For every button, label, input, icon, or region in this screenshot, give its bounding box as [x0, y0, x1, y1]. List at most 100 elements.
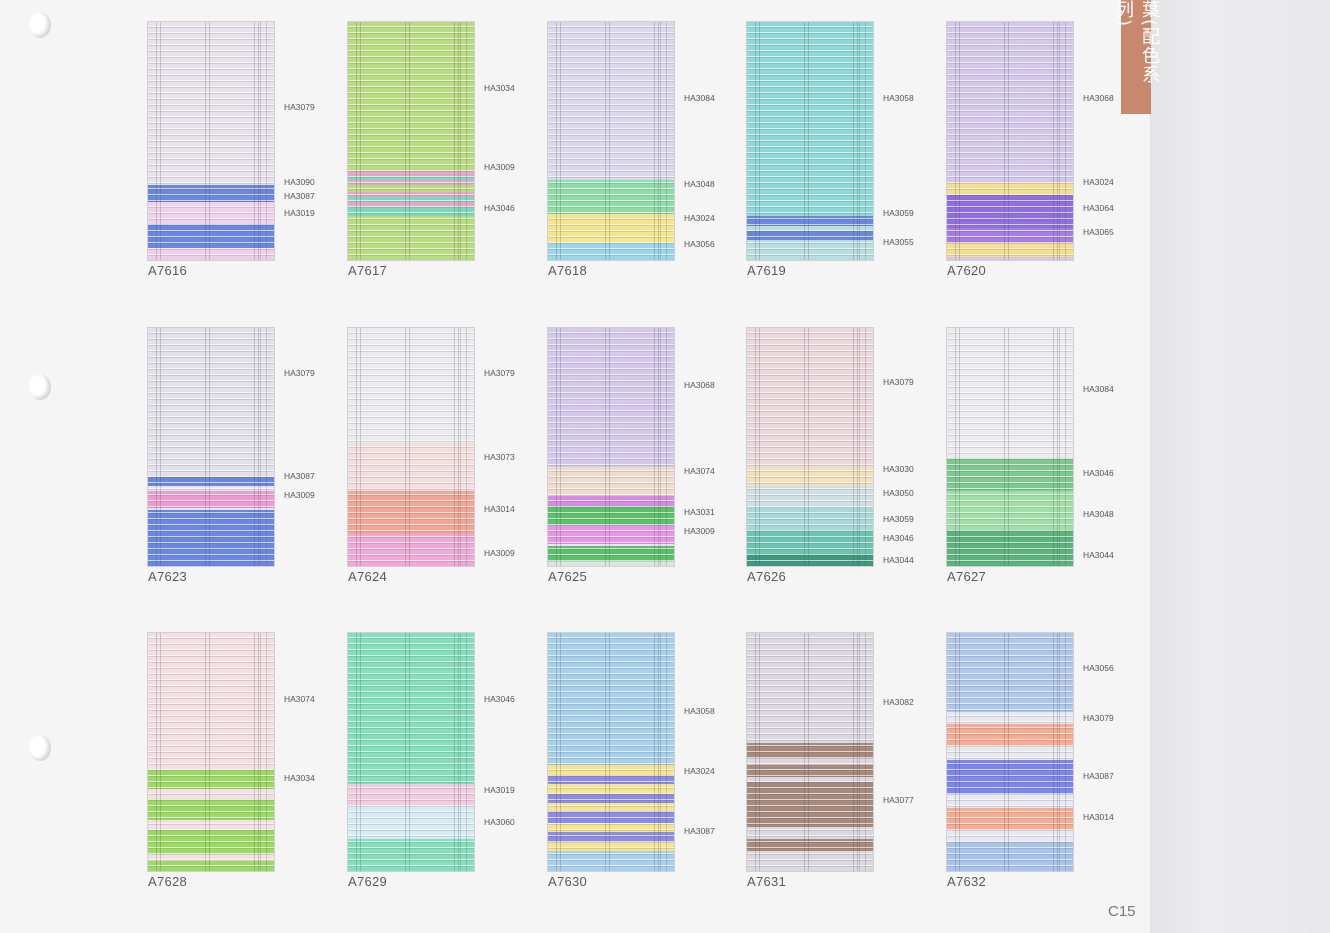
color-band: [348, 443, 474, 492]
color-code: HA3087: [684, 826, 715, 837]
color-band: [747, 851, 873, 871]
color-band: [548, 810, 674, 823]
color-band: [348, 185, 474, 193]
color-code: HA3044: [883, 554, 914, 565]
color-band: [348, 22, 474, 171]
color-code: HA3019: [284, 208, 315, 218]
model-number: A7631: [747, 874, 787, 889]
color-code: HA3009: [484, 162, 515, 173]
color-band: [947, 242, 1073, 258]
color-band: [947, 829, 1073, 842]
color-code: HA3059: [883, 208, 914, 218]
blind-swatch: [547, 632, 675, 872]
color-code: HA3079: [883, 377, 914, 388]
color-band: [348, 216, 474, 260]
color-code: HA3082: [883, 696, 914, 707]
color-band: [148, 829, 274, 854]
color-code: HA3009: [284, 490, 315, 500]
binder-hole: [29, 12, 51, 38]
color-code: HA3087: [284, 191, 315, 202]
color-band: [747, 757, 873, 765]
color-band: [947, 724, 1073, 746]
color-band: [548, 803, 674, 811]
color-band: [548, 214, 674, 243]
color-band: [947, 841, 1073, 871]
color-band: [148, 185, 274, 202]
color-code: HA3055: [883, 236, 914, 247]
color-code: HA3087: [1083, 771, 1114, 781]
model-number: A7624: [348, 569, 388, 584]
color-band: [348, 491, 474, 535]
color-band: [548, 793, 674, 804]
blind-swatch: [347, 327, 475, 567]
model-number: A7626: [747, 569, 787, 584]
color-band: [947, 194, 1073, 229]
color-band: [548, 765, 674, 775]
color-band: [548, 633, 674, 765]
color-band: [148, 223, 274, 248]
color-code: HA3064: [1083, 203, 1114, 214]
color-code: HA3056: [684, 239, 715, 250]
page-number: C15: [1108, 903, 1136, 920]
color-band: [148, 633, 274, 770]
color-band: [747, 508, 873, 530]
color-band: [148, 789, 274, 799]
color-code: HA3059: [883, 514, 914, 524]
color-band: [148, 247, 274, 260]
color-code: HA3058: [883, 92, 914, 103]
blind-swatch: [147, 21, 275, 261]
color-band: [548, 546, 674, 561]
color-band: [148, 820, 274, 830]
model-number: A7617: [348, 263, 388, 278]
color-band: [947, 712, 1073, 725]
color-band: [148, 22, 274, 186]
color-code: HA3046: [484, 694, 515, 705]
color-band: [148, 769, 274, 789]
blind-swatch: [347, 21, 475, 261]
color-band: [548, 832, 674, 842]
color-band: [548, 841, 674, 852]
color-code: HA3030: [883, 463, 914, 474]
model-number: A7618: [548, 263, 588, 278]
color-band: [947, 328, 1073, 458]
color-code: HA3044: [1083, 550, 1114, 560]
color-band: [747, 765, 873, 777]
color-band: [148, 491, 274, 508]
color-code: HA3079: [284, 102, 315, 113]
color-code: HA3084: [1083, 384, 1114, 395]
color-code: HA3065: [1083, 227, 1114, 238]
blind-swatch: [347, 632, 475, 872]
color-code: HA3048: [684, 179, 715, 190]
series-tab-label: 葉(配色系列): [1113, 0, 1160, 85]
color-code: HA3034: [284, 773, 315, 784]
model-number: A7628: [148, 874, 188, 889]
color-code: HA3014: [1083, 811, 1114, 822]
color-band: [548, 560, 674, 566]
color-band: [348, 805, 474, 840]
color-code: HA3046: [484, 203, 515, 214]
color-band: [747, 553, 873, 566]
binder-hole: [29, 374, 51, 400]
blind-swatch: [547, 21, 675, 261]
color-band: [548, 822, 674, 833]
color-code: HA3077: [883, 795, 914, 805]
color-code: HA3046: [883, 533, 914, 544]
color-band: [747, 529, 873, 554]
color-band: [548, 328, 674, 468]
blind-swatch: [746, 21, 874, 261]
color-code: HA3034: [484, 83, 515, 94]
color-band: [348, 534, 474, 566]
color-band: [747, 328, 873, 468]
color-code: HA3031: [684, 506, 715, 517]
color-band: [947, 457, 1073, 492]
color-code: HA3009: [684, 526, 715, 536]
color-band: [947, 793, 1073, 809]
series-tab: 葉(配色系列): [1113, 0, 1160, 114]
page-edge: [1150, 0, 1330, 933]
color-band: [747, 633, 873, 744]
color-band: [747, 240, 873, 260]
color-band: [747, 216, 873, 226]
model-number: A7620: [947, 263, 987, 278]
color-band: [548, 22, 674, 181]
color-band: [148, 853, 274, 861]
